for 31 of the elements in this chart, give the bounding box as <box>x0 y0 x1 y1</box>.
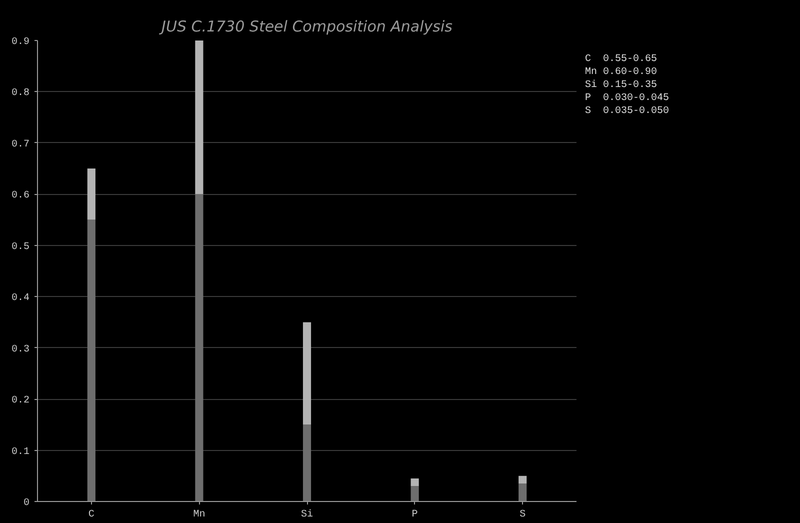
y-tick-label: 0.8 <box>11 88 30 100</box>
x-tick-label: P <box>412 510 418 520</box>
text: Mn 0.60-0.90 <box>585 67 658 78</box>
text: C 0.55-0.65 <box>585 54 658 65</box>
x-tick-label: C <box>88 510 94 520</box>
text: P 0.030-0.045 <box>585 93 670 104</box>
y-tick-label: 0 <box>24 498 30 509</box>
y-tick-label: 0.6 <box>11 190 30 202</box>
y-tick-label: 0.1 <box>11 446 30 458</box>
chart-title: JUS C.1730 Steel Composition Analysis <box>158 18 453 36</box>
y-tick-label: 0.4 <box>11 293 30 304</box>
text: Si 0.15-0.35 <box>585 80 658 91</box>
y-tick-label: 0.9 <box>11 37 30 48</box>
text: S 0.035-0.050 <box>585 106 670 117</box>
bar <box>518 484 527 502</box>
bar <box>518 476 527 484</box>
y-tick-label: 0.5 <box>11 242 30 253</box>
bar <box>410 486 419 502</box>
bar <box>302 424 312 502</box>
y-tick-label: 0.7 <box>11 139 30 150</box>
bar <box>195 40 204 194</box>
x-tick-label: Mn <box>193 510 206 520</box>
bar <box>195 194 204 502</box>
x-tick-label: Si <box>301 508 314 520</box>
bar <box>87 168 96 220</box>
x-tick-label: S <box>520 510 526 520</box>
y-tick-label: 0.3 <box>11 344 30 356</box>
y-tick-label: 0.2 <box>11 396 30 407</box>
bar <box>87 220 96 502</box>
bar <box>410 478 419 486</box>
bar <box>302 322 312 425</box>
